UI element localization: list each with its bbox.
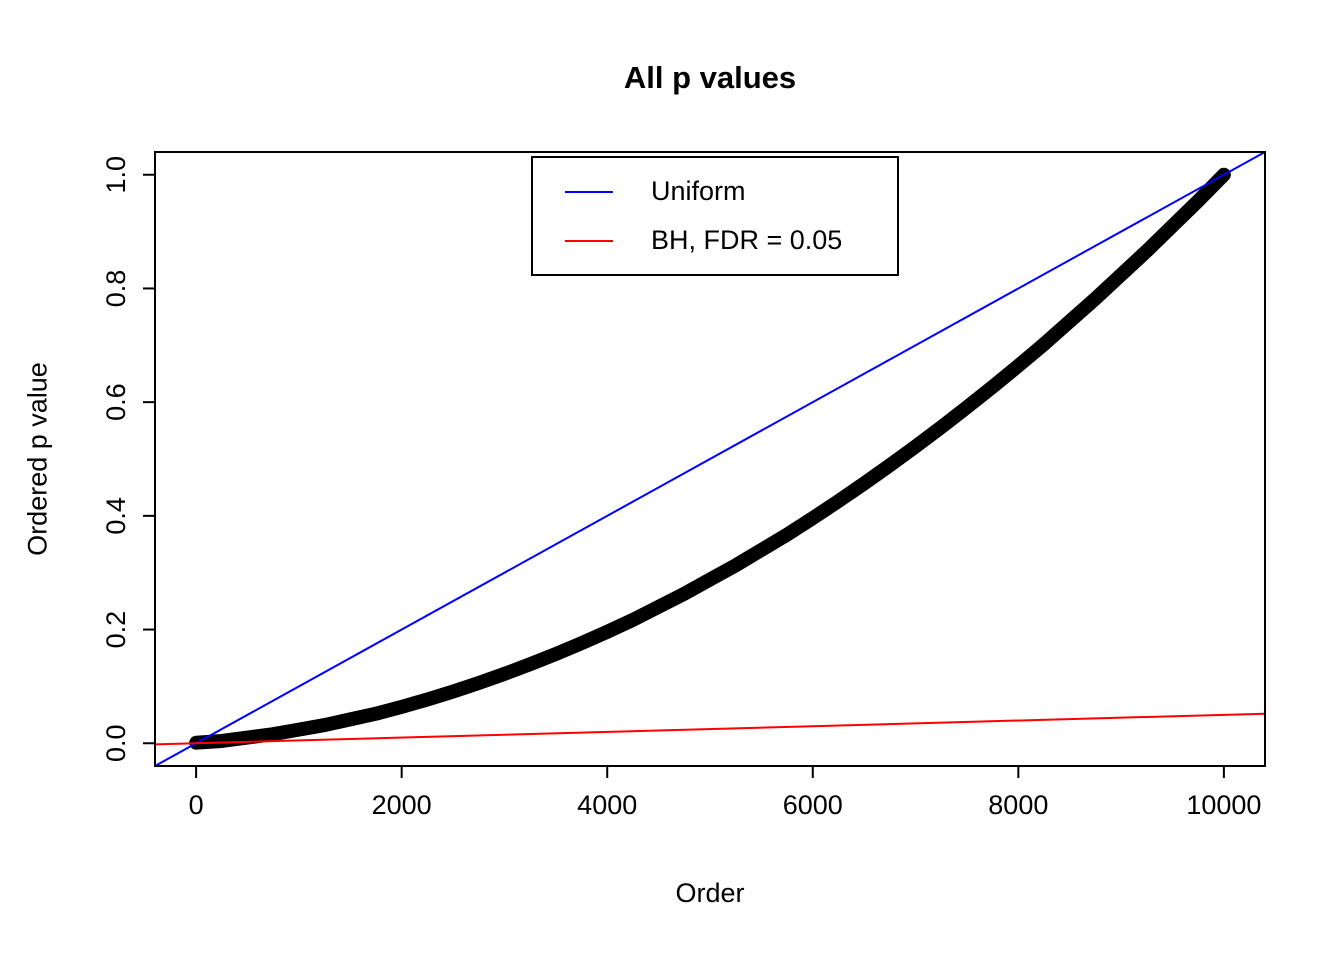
legend-entry-label: Uniform xyxy=(651,176,746,206)
series-line-bh-fdr-0-05 xyxy=(155,712,1265,746)
x-tick-label: 4000 xyxy=(577,790,637,820)
y-tick-label: 0.8 xyxy=(101,270,131,308)
x-tick-label: 0 xyxy=(189,790,204,820)
x-axis-label: Order xyxy=(675,878,745,908)
x-tick-label: 6000 xyxy=(783,790,843,820)
legend-line-sample-uniform xyxy=(565,190,613,193)
legend-entry-label: BH, FDR = 0.05 xyxy=(651,225,843,255)
series-curve-ordered-p-values xyxy=(189,167,1231,750)
legend: Uniform BH, FDR = 0.05 xyxy=(531,156,899,276)
y-tick-label: 0.6 xyxy=(101,383,131,421)
x-tick-label: 8000 xyxy=(988,790,1048,820)
chart-title: All p values xyxy=(623,60,797,95)
legend-line-sample-bh xyxy=(565,239,613,242)
legend-entry-bh: BH, FDR = 0.05 xyxy=(565,225,897,256)
plot-box xyxy=(154,151,1266,767)
y-tick-label: 0.0 xyxy=(101,724,131,762)
y-tick-label: 0.2 xyxy=(101,611,131,649)
y-tick-label: 1.0 xyxy=(101,156,131,194)
x-tick-label: 2000 xyxy=(372,790,432,820)
x-tick-label: 10000 xyxy=(1186,790,1261,820)
y-axis-label: Ordered p value xyxy=(22,362,53,556)
series-line-uniform xyxy=(155,152,1265,766)
y-tick-label: 0.4 xyxy=(101,497,131,535)
legend-entry-uniform: Uniform xyxy=(565,176,897,207)
